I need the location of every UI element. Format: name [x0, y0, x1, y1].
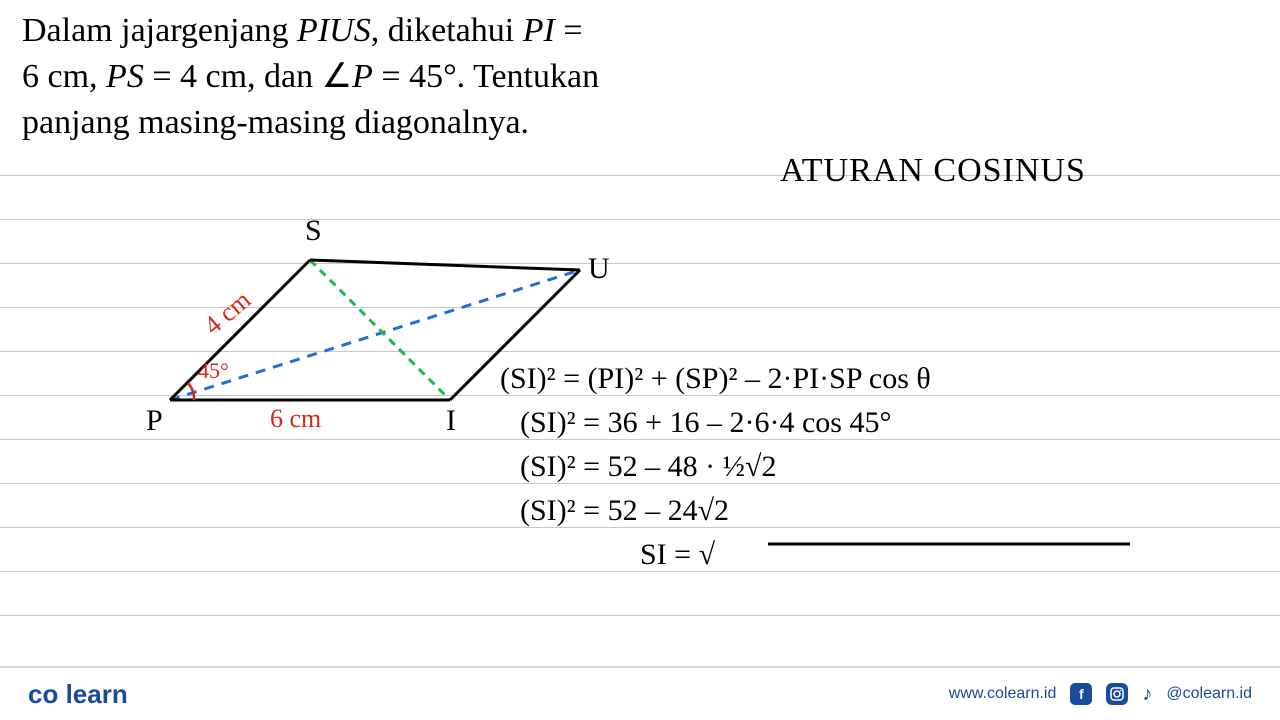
- footer-url: www.colearn.id: [949, 685, 1057, 703]
- angle-arc-p: [188, 383, 194, 400]
- working-header: ATURAN COSINUS: [780, 152, 1086, 190]
- var-ps: PS: [106, 58, 144, 95]
- problem-statement: Dalam jajargenjang PIUS, diketahui PI = …: [22, 8, 922, 146]
- side-length-pi: 6 cm: [270, 404, 321, 434]
- text: , diketahui: [371, 12, 523, 49]
- text: =: [555, 12, 583, 49]
- logo-co: co: [28, 679, 58, 709]
- tiktok-icon: ♪: [1142, 683, 1152, 706]
- vertex-label-u: U: [588, 252, 610, 286]
- footer-right: www.colearn.id f ♪ @colearn.id: [949, 683, 1252, 706]
- text: Dalam jajargenjang: [22, 12, 297, 49]
- vertex-label-i: I: [446, 404, 456, 438]
- brand-logo: co learn: [28, 679, 128, 710]
- text: = 45°. Tentukan: [373, 58, 599, 95]
- vertex-label-p: P: [146, 404, 163, 438]
- vertex-label-s: S: [305, 214, 322, 248]
- working-line-3: (SI)² = 52 – 48 · ½√2: [520, 450, 777, 484]
- var-p: P: [352, 58, 373, 95]
- var-pi: PI: [523, 12, 555, 49]
- logo-dot: [58, 679, 65, 709]
- footer-bar: co learn www.colearn.id f ♪ @colearn.id: [0, 666, 1280, 720]
- working-line-1: (SI)² = (PI)² + (SP)² – 2·PI·SP cos θ: [500, 362, 931, 396]
- edge-us: [310, 260, 580, 270]
- text: 6 cm,: [22, 58, 106, 95]
- text: = 4 cm, dan ∠: [144, 58, 352, 95]
- angle-value-p: 45°: [198, 358, 229, 384]
- logo-learn: learn: [66, 679, 128, 709]
- text: panjang masing-masing diagonalnya.: [22, 104, 529, 141]
- var-pius: PIUS: [297, 12, 371, 49]
- diagonal-si: [310, 260, 450, 400]
- facebook-icon: f: [1070, 683, 1092, 705]
- footer-handle: @colearn.id: [1166, 685, 1252, 703]
- working-line-4: (SI)² = 52 – 24√2: [520, 494, 729, 528]
- working-line-5: SI = √: [640, 538, 715, 572]
- working-line-2: (SI)² = 36 + 16 – 2·6·4 cos 45°: [520, 406, 891, 440]
- instagram-icon: [1106, 683, 1128, 705]
